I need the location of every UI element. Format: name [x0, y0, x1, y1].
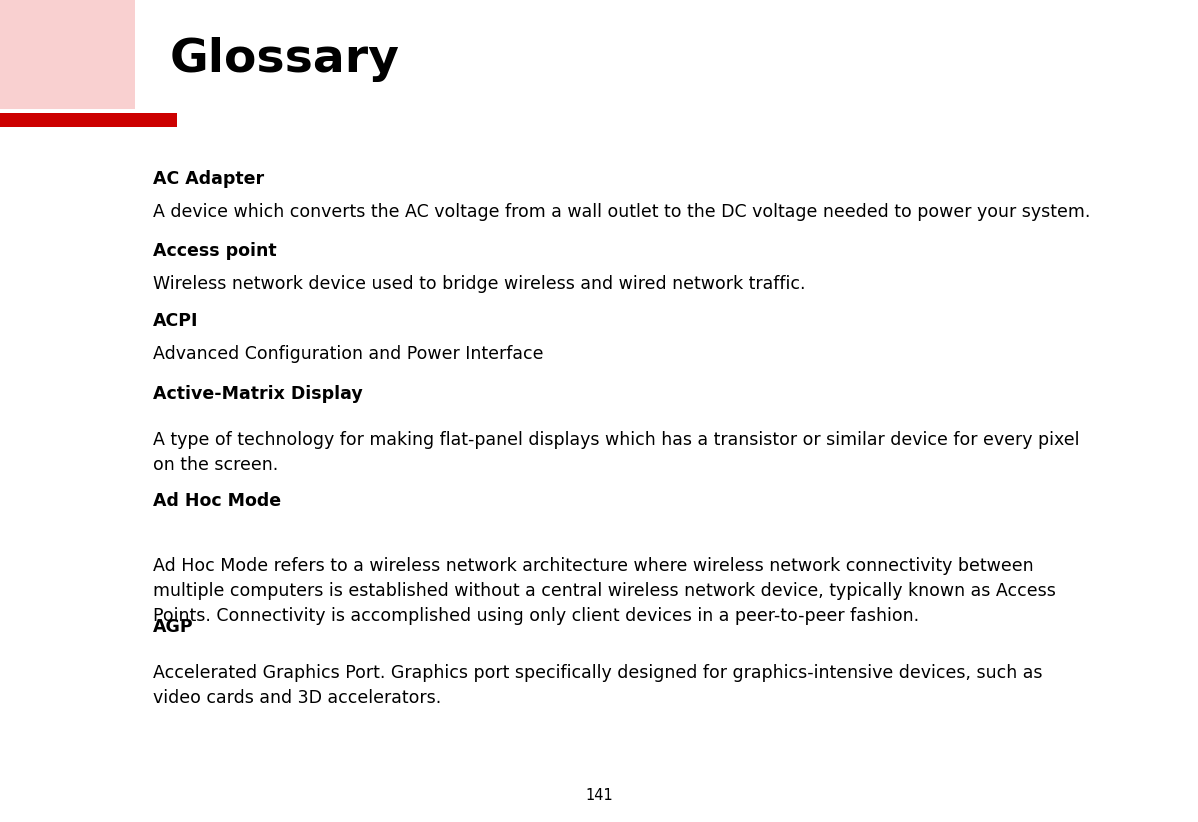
- Text: Access point: Access point: [153, 242, 277, 260]
- Text: AC Adapter: AC Adapter: [153, 170, 265, 188]
- Text: A type of technology for making flat-panel displays which has a transistor or si: A type of technology for making flat-pan…: [153, 431, 1079, 473]
- Text: Ad Hoc Mode: Ad Hoc Mode: [153, 492, 282, 510]
- Text: ACPI: ACPI: [153, 312, 199, 330]
- Text: Active-Matrix Display: Active-Matrix Display: [153, 385, 363, 403]
- Text: Glossary: Glossary: [170, 37, 400, 81]
- Text: AGP: AGP: [153, 618, 194, 636]
- Text: 141: 141: [585, 788, 613, 803]
- Bar: [0, 0, 135, 109]
- Text: Advanced Configuration and Power Interface: Advanced Configuration and Power Interfa…: [153, 345, 544, 363]
- Text: Ad Hoc Mode refers to a wireless network architecture where wireless network con: Ad Hoc Mode refers to a wireless network…: [153, 557, 1057, 626]
- Text: A device which converts the AC voltage from a wall outlet to the DC voltage need: A device which converts the AC voltage f…: [153, 203, 1090, 221]
- Text: Accelerated Graphics Port. Graphics port specifically designed for graphics-inte: Accelerated Graphics Port. Graphics port…: [153, 664, 1042, 707]
- Bar: [0, 113, 177, 127]
- Text: Wireless network device used to bridge wireless and wired network traffic.: Wireless network device used to bridge w…: [153, 275, 806, 293]
